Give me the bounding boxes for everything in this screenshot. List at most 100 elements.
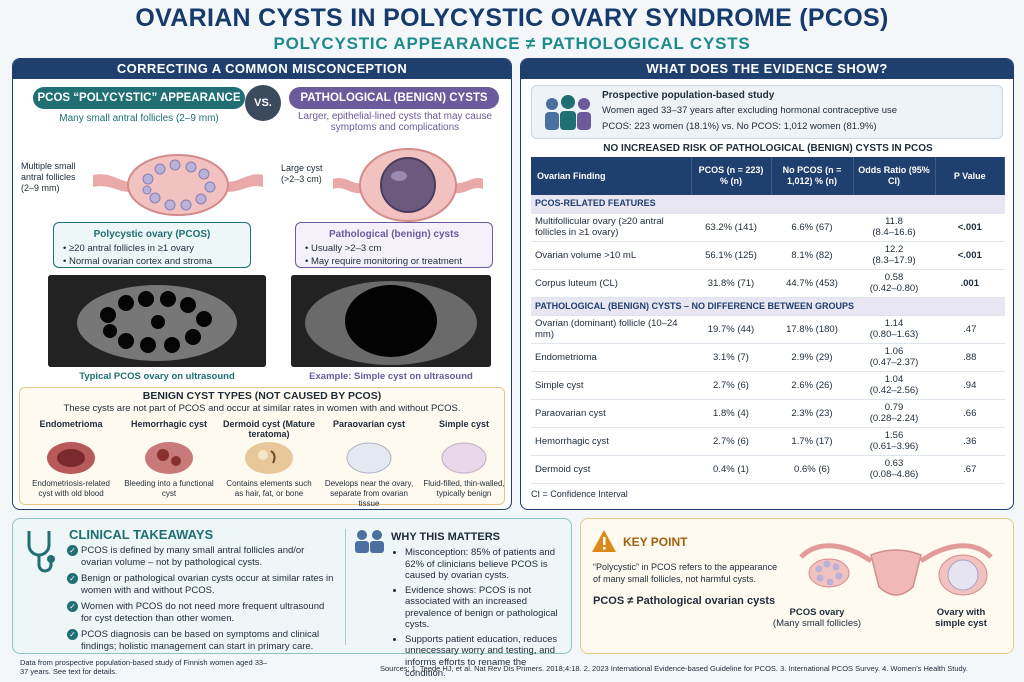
warning-icon [592,530,616,552]
table-row: Ovarian (dominant) follicle (10–24 mm) 19… [531,315,1005,344]
pcos-pill: PCOS “POLYCYSTIC” APPEARANCE [33,87,245,109]
cyst-type-card: Dermoid cyst (Mature teratoma) Contains … [221,419,317,501]
pcos-note: Many small antral follicles (2–9 mm) [59,113,219,124]
pcos-ultrasound-image [48,275,266,367]
cyst-type-description: Bleeding into a functional cyst [124,479,214,498]
dermoid-cyst-icon [245,442,293,474]
or-value: 1.04 [884,374,904,385]
ci-value: (0.42–2.56) [869,385,919,396]
pathological-note: Larger, epithelial-lined cysts that may … [298,111,492,133]
col-header: Ovarian Finding [531,157,692,195]
finding-cell: Corpus luteum (CL) [531,269,691,298]
pathological-box-title: Pathological (benign) cysts [328,229,460,240]
data-footnote: Data from prospective population-based s… [20,658,268,676]
finding-cell: Endometrioma [531,343,691,372]
ci-value: (0.08–4.86) [869,469,919,480]
finding-cell: Dermoid cyst [531,455,691,484]
study-box: Prospective population-based study Women… [531,85,1003,139]
why-item: Supports patient education, reduces unne… [405,634,567,680]
pcos-cell: 0.4% (1) [691,455,771,484]
why-item: Evidence shows: PCOS is not associated w… [405,585,567,631]
table-row: Corpus luteum (CL) 31.8% (71) 44.7% (453) 0… [531,269,1005,298]
finding-cell: Ovarian (dominant) follicle (10–24 mm) [531,315,691,344]
study-population: Women aged 33–37 years after excluding h… [602,105,898,116]
key-point-formula: PCOS ≠ Pathological ovarian cysts [593,595,776,607]
or-value: 11.8 [885,216,903,227]
no-pcos-cell: 2.3% (23) [771,399,853,428]
cyst-type-card: Endometrioma Endometriosis-related cyst … [25,419,117,501]
paraovarian-cyst-icon [346,442,392,474]
odds-ratio-cell: 1.04 (0.42–2.56) [853,371,935,400]
cyst-type-name: Paraovarian cyst [332,419,406,429]
page-title: OVARIAN CYSTS IN POLYCYSTIC OVARY SYNDRO… [135,4,889,32]
endometrioma-icon [47,442,95,474]
study-title: Prospective population-based study [602,90,775,101]
pcos-ovary-illustration [93,154,263,216]
study-groups: PCOS: 223 women (18.1%) vs. No PCOS: 1,0… [602,121,877,132]
vs-badge: VS. [245,85,281,121]
pcos-cell: 1.8% (4) [691,399,771,428]
people-icon [355,530,384,553]
pcos-info-box: Polycystic ovary (PCOS) ≥20 antral folli… [53,222,251,268]
ci-value: (0.61–3.96) [869,441,919,452]
divider [345,529,346,645]
p-value-cell: <.001 [935,213,1005,242]
col-header: PCOS (n = 223) % (n) [691,157,772,195]
p-value-cell: .67 [935,455,1005,484]
cyst-ultrasound-image [291,275,491,367]
why-title: WHY THIS MATTERS [391,531,500,543]
no-pcos-cell: 1.7% (17) [771,427,853,456]
p-value-cell: .66 [935,399,1005,428]
cyst-type-name: Endometrioma [39,419,103,429]
no-pcos-cell: 17.8% (180) [771,315,853,344]
cyst-type-name: Dermoid cyst (Mature teratoma) [222,419,316,439]
col-header: No PCOS (n = 1,012) % (n) [771,157,854,195]
why-item: Misconception: 85% of patients and 62% o… [405,547,567,582]
key-point-title: KEY POINT [623,535,688,549]
pcos-cell: 19.7% (44) [691,315,771,344]
odds-ratio-cell: 1.56 (0.61–3.96) [853,427,935,456]
p-value-cell: .001 [935,269,1005,298]
takeaway-item: ✓ PCOS is defined by many small antral fo… [67,545,337,569]
table-row: Dermoid cyst 0.4% (1) 0.6% (6) 0.63 (0.08–4.… [531,455,1005,484]
finding-cell: Simple cyst [531,371,691,400]
no-pcos-cell: 8.1% (82) [771,241,853,270]
odds-ratio-cell: 0.58 (0.42–0.80) [853,269,935,298]
pcos-cell: 3.1% (7) [691,343,771,372]
section-header: PATHOLOGICAL (BENIGN) CYSTS – NO DIFFERE… [531,297,1005,316]
no-pcos-cell: 6.6% (67) [771,213,853,242]
ci-value: (0.42–0.80) [869,283,919,294]
cyst-ultrasound-caption: Example: Simple cyst on ultrasound [309,371,473,382]
finding-cell: Multifollicular ovary (≥20 antral follic… [531,213,691,242]
p-value-cell: .94 [935,371,1005,400]
or-value: 0.79 [884,402,904,413]
takeaways-panel: CLINICAL TAKEAWAYS ✓ PCOS is defined by m… [12,518,572,679]
pcos-follicle-label: Multiple small antral follicles (2–9 mm) [21,161,76,193]
simple-cyst-label: Ovary with simple cyst [935,607,987,629]
pathological-cyst-label: Large cyst (>2–3 cm) [281,163,323,184]
uterus-illustration [799,543,993,596]
takeaway-item: ✓ PCOS diagnosis can be based on symptoms… [67,629,337,653]
takeaway-item: ✓ Women with PCOS do not need more freque… [67,601,337,625]
table-row: Endometrioma 3.1% (7) 2.9% (29) 1.06 (0.47–2… [531,343,1005,372]
pathological-pill: PATHOLOGICAL (BENIGN) CYSTS [289,87,499,109]
takeaway-item: ✓ Benign or pathological ovarian cysts oc… [67,573,337,597]
cyst-type-description: Endometriosis-related cyst with old bloo… [32,479,110,498]
hemorrhagic-cyst-icon [145,442,193,474]
cyst-type-name: Hemorrhagic cyst [130,419,208,429]
table-title: NO INCREASED RISK OF PATHOLOGICAL (BENIG… [603,143,933,154]
check-icon: ✓ [67,573,78,584]
no-pcos-cell: 44.7% (453) [771,269,853,298]
pcos-cell: 63.2% (141) [691,213,771,242]
table-row: Hemorrhagic cyst 2.7% (6) 1.7% (17) 1.56 (0.… [531,427,1005,456]
stethoscope-icon [27,531,55,573]
ci-value: (8.4–16.6) [872,227,916,238]
finding-cell: Ovarian volume >10 mL [531,241,691,270]
takeaways-title: CLINICAL TAKEAWAYS [69,527,214,542]
table-row: Paraovarian cyst 1.8% (4) 2.3% (23) 0.79 (0.… [531,399,1005,428]
section-header: PCOS-RELATED FEATURES [531,195,1005,214]
pcos-box-item: Normal ovarian cortex and stroma [63,255,241,268]
odds-ratio-cell: 11.8 (8.4–16.6) [853,213,935,242]
or-value: 0.58 [884,272,904,283]
no-pcos-cell: 2.9% (29) [771,343,853,372]
